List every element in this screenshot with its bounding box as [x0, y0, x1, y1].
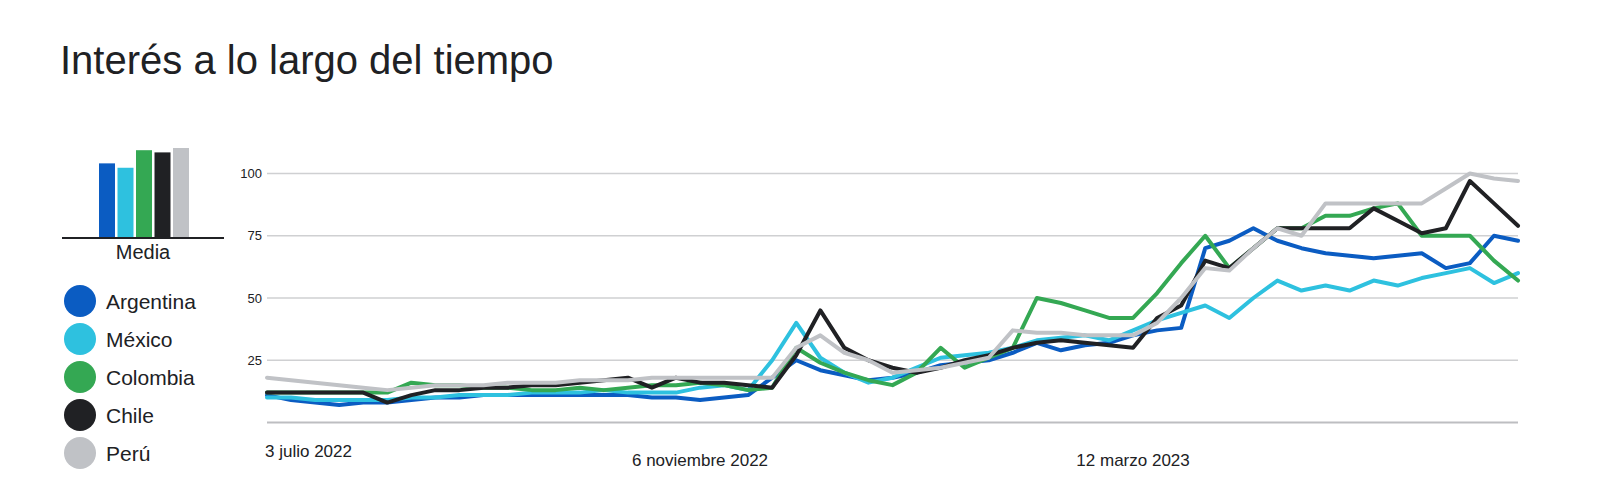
series-line: [267, 268, 1518, 400]
y-tick-label: 50: [248, 291, 262, 306]
grid-line: [267, 173, 1518, 175]
x-tick-label: 6 noviembre 2022: [632, 451, 768, 470]
plot-area: [267, 174, 1518, 406]
average-baseline: [62, 237, 224, 239]
y-tick-label: 100: [240, 166, 262, 181]
average-bar: [99, 163, 115, 238]
legend-label: México: [106, 328, 173, 351]
title: Interés a lo largo del tiempo: [60, 38, 554, 82]
legend-label: Perú: [106, 442, 150, 465]
legend-swatch: [64, 285, 96, 317]
legend-label: Chile: [106, 404, 154, 427]
average-bar: [118, 168, 134, 238]
legend-swatch: [64, 399, 96, 431]
series-line: [267, 174, 1518, 391]
series-line: [267, 203, 1518, 392]
legend-swatch: [64, 361, 96, 393]
grid-line: [267, 235, 1518, 237]
average-label: Media: [116, 241, 171, 263]
average-bar: [136, 150, 152, 238]
x-axis: [267, 422, 1518, 424]
legend-swatch: [64, 437, 96, 469]
legend-label: Argentina: [106, 290, 196, 313]
x-tick-label: 12 marzo 2023: [1076, 451, 1189, 470]
y-tick-label: 75: [248, 228, 262, 243]
grid-line: [267, 360, 1518, 362]
grid-line: [267, 297, 1518, 299]
average-bar: [155, 152, 171, 238]
x-tick-label: 3 julio 2022: [265, 442, 352, 461]
series-line: [267, 228, 1518, 405]
legend-label: Colombia: [106, 366, 195, 389]
average-bar: [173, 148, 189, 238]
legend-swatch: [64, 323, 96, 355]
series-line: [267, 181, 1518, 403]
y-tick-label: 25: [248, 353, 262, 368]
chart: Interés a lo largo del tiempo 25 50 75 100 3 …: [0, 0, 1600, 494]
